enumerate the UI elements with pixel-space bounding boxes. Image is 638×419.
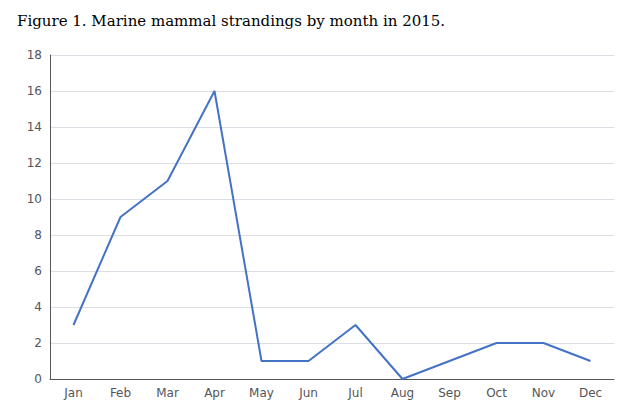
svg-text:May: May xyxy=(249,386,274,400)
svg-text:Sep: Sep xyxy=(438,386,461,400)
svg-text:10: 10 xyxy=(27,192,42,206)
svg-text:4: 4 xyxy=(34,300,42,314)
svg-text:2: 2 xyxy=(34,336,42,350)
svg-text:Jan: Jan xyxy=(63,386,83,400)
svg-text:Apr: Apr xyxy=(204,386,225,400)
svg-text:14: 14 xyxy=(27,120,42,134)
svg-text:16: 16 xyxy=(27,84,42,98)
svg-text:Figure 1. Marine mammal strand: Figure 1. Marine mammal strandings by mo… xyxy=(17,12,445,30)
svg-text:Jul: Jul xyxy=(347,386,362,400)
svg-text:Jun: Jun xyxy=(298,386,318,400)
svg-text:Feb: Feb xyxy=(110,386,131,400)
svg-text:Dec: Dec xyxy=(579,386,602,400)
svg-text:18: 18 xyxy=(27,48,42,62)
svg-text:Mar: Mar xyxy=(156,386,179,400)
svg-text:0: 0 xyxy=(34,372,42,386)
svg-text:Nov: Nov xyxy=(532,386,555,400)
svg-text:12: 12 xyxy=(27,156,42,170)
svg-text:Aug: Aug xyxy=(391,386,414,400)
svg-text:6: 6 xyxy=(34,264,42,278)
svg-text:Oct: Oct xyxy=(486,386,507,400)
svg-text:8: 8 xyxy=(34,228,42,242)
